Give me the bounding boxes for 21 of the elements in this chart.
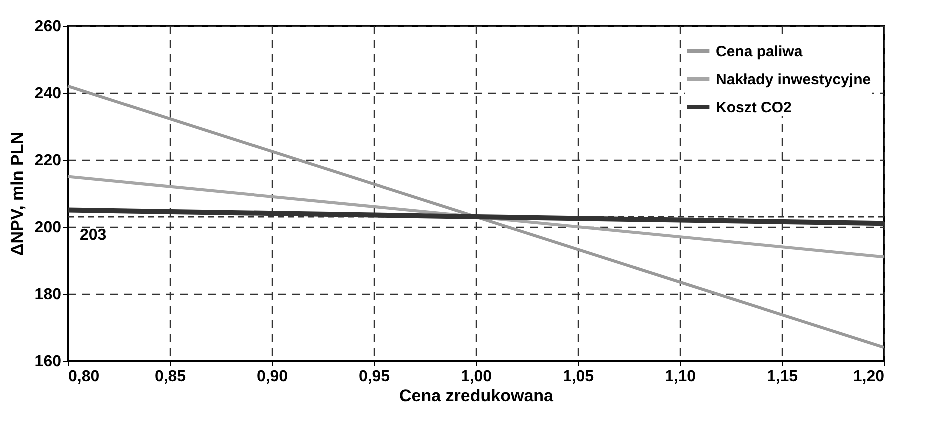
y-axis-title: ΔNPV, mln PLN: [8, 132, 27, 256]
legend-label: Nakłady inwestycyjne: [716, 72, 872, 88]
x-tick-label: 1,00: [460, 368, 492, 386]
ref-line-label: 203: [80, 226, 107, 244]
x-axis-title: Cena zredukowana: [400, 386, 554, 406]
x-tick-label: 0,95: [358, 368, 390, 386]
y-tick-label: 160: [34, 354, 62, 370]
legend-label: Cena paliwa: [716, 44, 804, 60]
x-tick-label: 1,20: [853, 368, 885, 386]
x-tick-label: 1,05: [562, 368, 594, 386]
y-tick-label: 260: [34, 18, 62, 36]
y-tick-label: 180: [34, 286, 62, 304]
x-tick-label: 0,85: [154, 368, 186, 386]
y-tick-label: 220: [34, 152, 62, 170]
x-tick-label: 1,15: [766, 368, 798, 386]
x-tick-label: 0,90: [256, 368, 288, 386]
x-tick-label: 0,80: [68, 368, 100, 386]
legend-label: Koszt CO2: [716, 100, 792, 116]
y-tick-label: 240: [34, 86, 62, 102]
y-tick-label: 200: [34, 220, 62, 236]
x-tick-label: 1,10: [664, 368, 696, 386]
